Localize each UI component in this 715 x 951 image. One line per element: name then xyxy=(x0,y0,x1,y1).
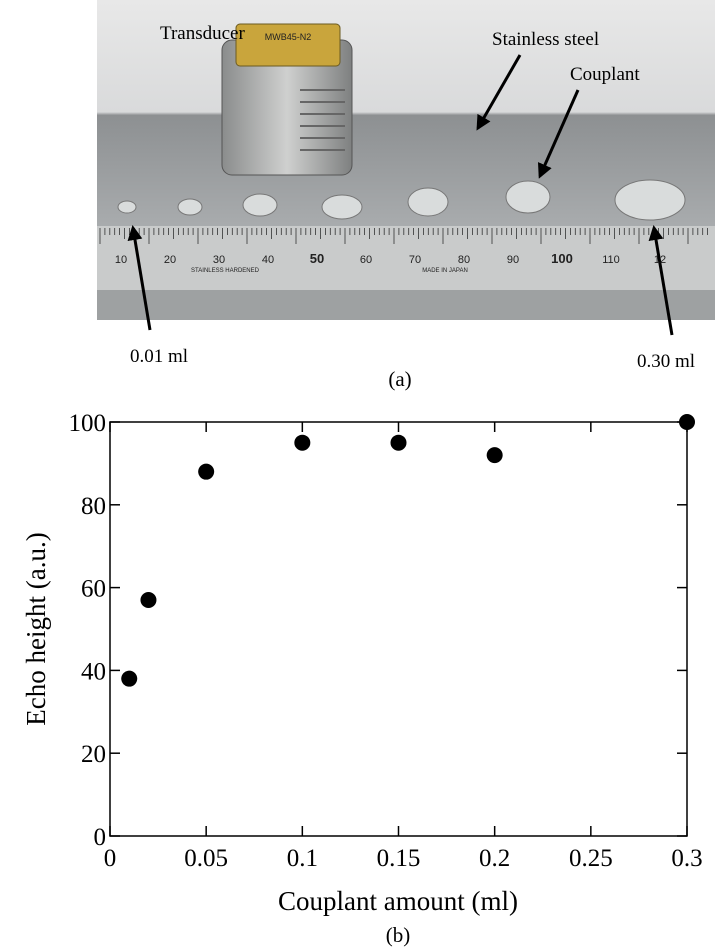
y-axis-title: Echo height (a.u.) xyxy=(21,532,51,725)
x-tick-label: 0.25 xyxy=(569,845,613,872)
ruler-label: 60 xyxy=(360,254,372,266)
ruler-ticks xyxy=(99,228,708,244)
x-tick-label: 0.2 xyxy=(479,845,510,872)
ruler-label: 70 xyxy=(409,254,421,266)
x-tick-label: 0.15 xyxy=(377,845,421,872)
ruler-label: 10 xyxy=(115,254,127,266)
data-point xyxy=(486,447,503,464)
y-tick-label: 80 xyxy=(81,493,106,520)
photo: MWB45-N2 Transducer Stainless steel Coup… xyxy=(97,0,715,391)
ruler-label: 80 xyxy=(458,254,470,266)
data-point xyxy=(679,414,695,430)
arrows xyxy=(127,54,674,336)
ruler-text: STAINLESS HARDENED xyxy=(191,268,260,274)
y-tick-label: 0 xyxy=(94,824,107,851)
label-transducer: Transducer xyxy=(160,23,245,44)
y-tick-label: 60 xyxy=(81,576,106,603)
label-max-amount: 0.30 ml xyxy=(637,351,695,372)
transducer-label xyxy=(235,23,341,67)
data-point xyxy=(390,434,407,451)
x-tick-label: 0.3 xyxy=(671,845,702,872)
data-point xyxy=(140,592,157,609)
droplets xyxy=(117,179,686,221)
label-couplant: Couplant xyxy=(570,64,640,85)
chart: Couplant amount (ml) Echo height (a.u.) … xyxy=(21,410,703,947)
transducer-marking: MWB45-N2 xyxy=(265,32,312,42)
ruler-label: 12 xyxy=(654,254,666,266)
caption-b: (b) xyxy=(386,923,411,947)
y-tick-label: 40 xyxy=(81,658,106,685)
ruler-label: 90 xyxy=(507,254,519,266)
data-point xyxy=(121,670,138,687)
ruler-label: 110 xyxy=(602,254,620,266)
data-point xyxy=(198,463,215,480)
plot-frame xyxy=(109,421,688,837)
ruler-label: 100 xyxy=(551,251,573,266)
ruler-text: MADE IN JAPAN xyxy=(422,268,468,274)
caption-a: (a) xyxy=(388,367,411,391)
x-tick-label: 0.05 xyxy=(184,845,228,872)
ruler-label: 50 xyxy=(310,251,324,266)
plate-edge xyxy=(97,290,715,320)
transducer-ribs xyxy=(300,89,345,151)
label-min-amount: 0.01 ml xyxy=(130,346,188,367)
ruler xyxy=(97,226,715,290)
x-tick-label: 0 xyxy=(104,845,117,872)
ruler-label: 40 xyxy=(262,254,274,266)
y-tick-label: 20 xyxy=(81,741,106,768)
ruler-label: 30 xyxy=(213,254,225,266)
ruler-label: 20 xyxy=(164,254,176,266)
x-axis-title: Couplant amount (ml) xyxy=(278,886,518,916)
y-tick-label: 100 xyxy=(69,410,107,437)
label-stainless-steel: Stainless steel xyxy=(492,29,599,50)
x-tick-label: 0.1 xyxy=(287,845,318,872)
data-point xyxy=(294,434,311,451)
